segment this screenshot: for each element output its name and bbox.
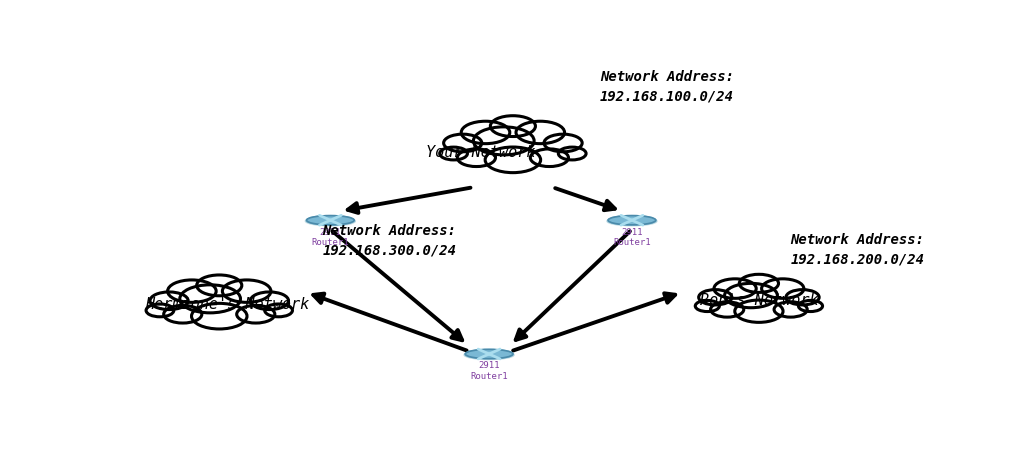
Circle shape	[490, 116, 536, 137]
Circle shape	[164, 306, 202, 323]
Text: Network Address:
192.168.100.0/24: Network Address: 192.168.100.0/24	[600, 70, 734, 103]
Text: Your Network: Your Network	[426, 145, 536, 160]
Ellipse shape	[464, 350, 514, 359]
Ellipse shape	[465, 349, 513, 358]
Circle shape	[544, 134, 583, 152]
Circle shape	[439, 147, 467, 160]
Circle shape	[695, 300, 720, 312]
Circle shape	[443, 134, 481, 152]
Circle shape	[180, 285, 241, 313]
Text: Network Address:
192.168.300.0/24: Network Address: 192.168.300.0/24	[323, 224, 457, 258]
Text: Ron's Network: Ron's Network	[699, 293, 818, 308]
Circle shape	[485, 147, 541, 173]
Circle shape	[222, 280, 271, 302]
Text: Hermione's Network: Hermione's Network	[145, 297, 309, 312]
Circle shape	[265, 304, 293, 317]
Circle shape	[237, 306, 274, 323]
Circle shape	[146, 304, 174, 317]
Circle shape	[197, 275, 242, 296]
Circle shape	[698, 289, 732, 305]
Circle shape	[762, 279, 804, 298]
Circle shape	[711, 302, 743, 317]
Ellipse shape	[607, 217, 657, 226]
Ellipse shape	[305, 217, 355, 226]
Circle shape	[714, 279, 756, 298]
Circle shape	[150, 292, 188, 309]
Ellipse shape	[306, 216, 354, 225]
Text: 2911
Router1: 2911 Router1	[311, 228, 349, 247]
Circle shape	[786, 289, 819, 305]
Circle shape	[461, 121, 510, 144]
Ellipse shape	[608, 216, 655, 225]
Text: 2911
Router1: 2911 Router1	[470, 361, 508, 381]
Circle shape	[630, 219, 634, 221]
Circle shape	[458, 149, 496, 167]
Circle shape	[739, 274, 778, 292]
Text: Network Address:
192.168.200.0/24: Network Address: 192.168.200.0/24	[791, 233, 925, 267]
Circle shape	[329, 219, 332, 221]
Circle shape	[516, 121, 564, 144]
Circle shape	[725, 283, 777, 307]
Text: 2911
Router1: 2911 Router1	[613, 228, 650, 247]
Circle shape	[473, 127, 535, 155]
Circle shape	[487, 353, 490, 355]
Circle shape	[558, 147, 586, 160]
Circle shape	[735, 300, 783, 322]
Circle shape	[168, 280, 216, 302]
Circle shape	[530, 149, 568, 167]
Circle shape	[774, 302, 807, 317]
Circle shape	[191, 303, 247, 329]
Circle shape	[799, 300, 822, 312]
Circle shape	[251, 292, 289, 309]
